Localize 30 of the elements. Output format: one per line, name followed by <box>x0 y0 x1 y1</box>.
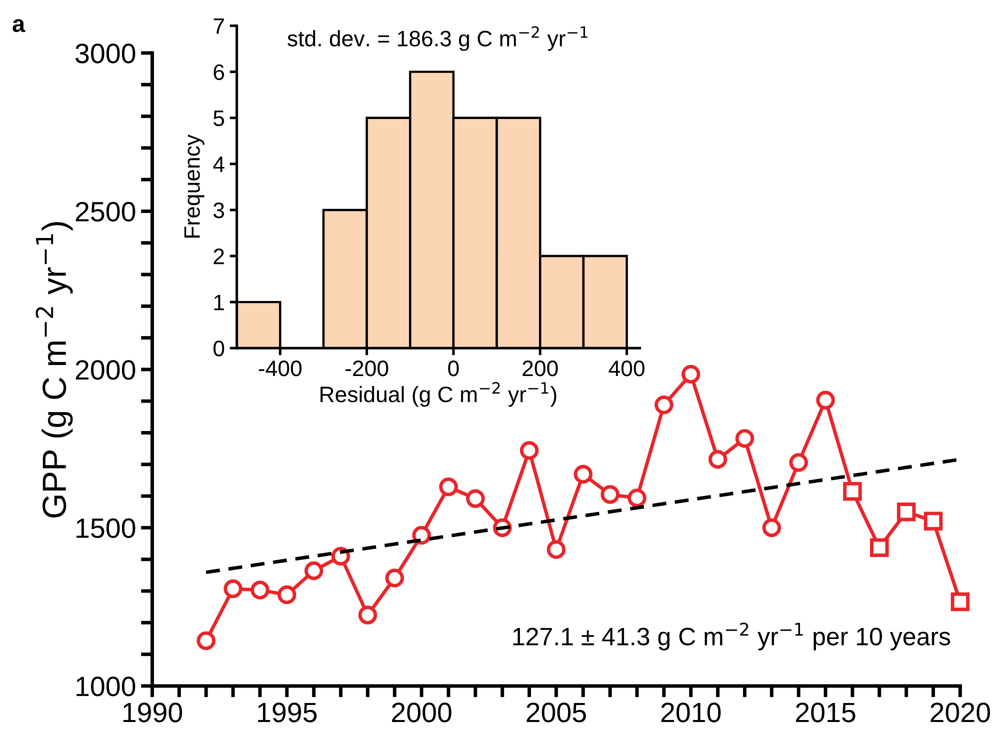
y-axis-title: GPP (g C m$^{−2}$ yr$^{−1}$) <box>36 222 73 518</box>
x-axis-title: Residual (g C m$^{−2}$ yr$^{−1}$) <box>320 382 556 407</box>
x-tick-label: 2000 <box>392 702 452 722</box>
y-tick-label: 1 <box>214 294 224 310</box>
y-tick-label: 0 <box>214 340 224 356</box>
text: a <box>12 19 26 32</box>
y-tick-label: 6 <box>214 64 224 80</box>
x-tick-label: 0 <box>448 360 459 376</box>
y-tick-label: 2 <box>214 248 224 264</box>
y-tick-label: 1500 <box>76 518 136 538</box>
y-tick-label: 2500 <box>76 202 136 222</box>
x-tick-label: 400 <box>608 360 644 376</box>
x-tick-label: 200 <box>522 360 558 376</box>
y-tick-label: 5 <box>214 110 224 126</box>
x-tick-label: 1990 <box>123 702 182 722</box>
x-tick-label: 1995 <box>258 702 317 722</box>
y-tick-label: 4 <box>213 156 224 172</box>
y-tick-label: 3000 <box>76 44 136 64</box>
x-tick-label: 2010 <box>661 702 721 722</box>
x-tick-label: 2015 <box>796 702 856 722</box>
annotation: std. dev. = 186.3 g C m$^{−2}$ yr$^{−1}$ <box>288 26 588 51</box>
x-tick-label: -400 <box>258 360 302 376</box>
x-tick-label: 2020 <box>930 702 990 722</box>
x-tick-label: -200 <box>346 360 388 376</box>
y-tick-label: 3 <box>213 202 224 218</box>
annotation: 127.1 ± 41.3 g C m$^{−2}$ yr$^{−1}$ per 10 years <box>513 622 950 650</box>
y-tick-label: 1000 <box>76 676 136 696</box>
y-tick-label: 7 <box>214 18 224 34</box>
x-tick-label: 2005 <box>526 702 586 722</box>
y-axis-title: Frequency <box>184 134 204 238</box>
